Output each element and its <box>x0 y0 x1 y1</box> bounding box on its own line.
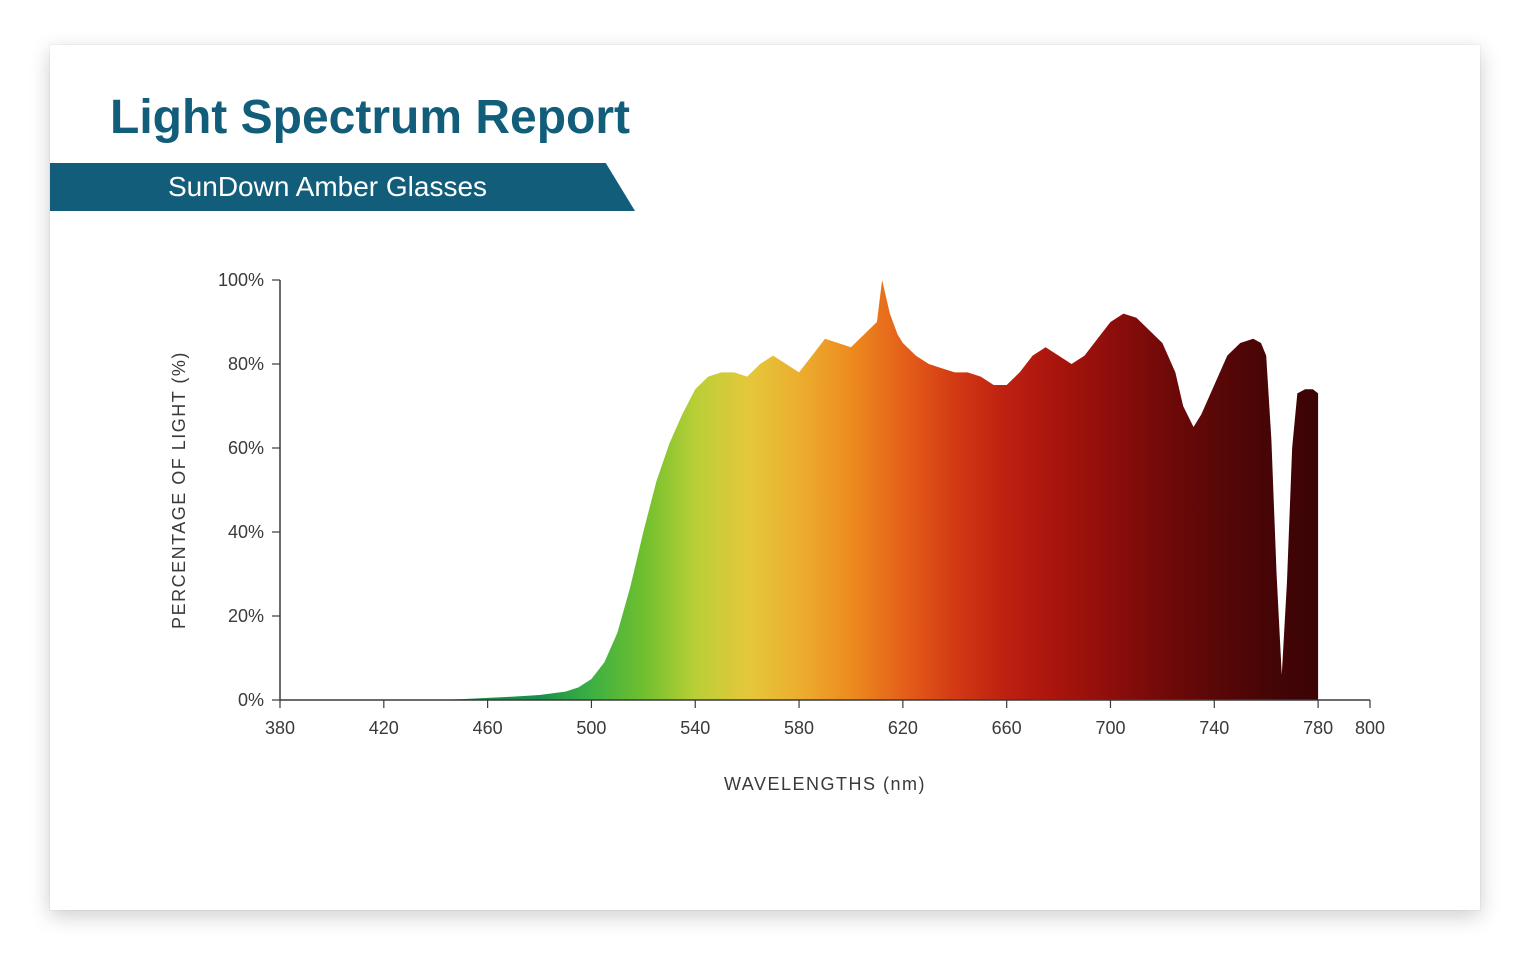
x-tick-label: 700 <box>1095 718 1125 738</box>
x-tick-label: 500 <box>576 718 606 738</box>
y-tick-label: 60% <box>228 438 264 458</box>
x-tick-label: 780 <box>1303 718 1333 738</box>
x-tick-label: 740 <box>1199 718 1229 738</box>
y-tick-label: 40% <box>228 522 264 542</box>
subtitle-text: SunDown Amber Glasses <box>168 167 487 207</box>
y-axis-label: PERCENTAGE OF LIGHT (%) <box>169 351 189 629</box>
page: Light Spectrum Report SunDown Amber Glas… <box>0 0 1535 975</box>
y-tick-label: 20% <box>228 606 264 626</box>
spectrum-chart: 0% 20% 40% 60% 80% 100% 380 420 460 500 540 580 620 6… <box>140 260 1420 840</box>
spectrum-area <box>280 280 1318 700</box>
x-tick-label: 580 <box>784 718 814 738</box>
report-title: Light Spectrum Report <box>110 90 630 145</box>
x-tick-label: 660 <box>992 718 1022 738</box>
y-tick-label: 100% <box>218 270 264 290</box>
x-tick-label: 540 <box>680 718 710 738</box>
report-card: Light Spectrum Report SunDown Amber Glas… <box>50 45 1480 910</box>
x-axis-label: WAVELENGTHS (nm) <box>724 774 926 794</box>
x-tick-label: 460 <box>473 718 503 738</box>
x-tick-label: 620 <box>888 718 918 738</box>
x-tick-label: 420 <box>369 718 399 738</box>
x-tick-label: 800 <box>1355 718 1385 738</box>
x-tick-label: 380 <box>265 718 295 738</box>
y-tick-label: 0% <box>238 690 264 710</box>
y-tick-label: 80% <box>228 354 264 374</box>
